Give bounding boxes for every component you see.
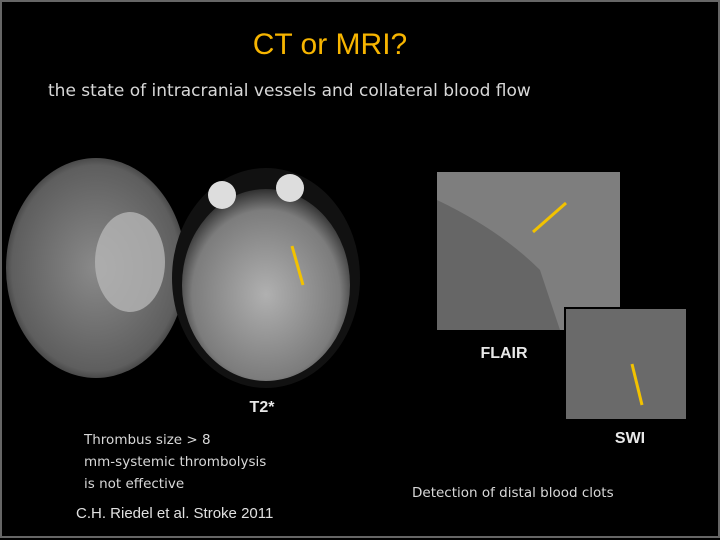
lesion: [95, 212, 165, 312]
t2-scan: [182, 189, 350, 381]
note-line: is not effective: [84, 476, 184, 492]
image-label: FLAIR: [480, 345, 528, 362]
image-label: SWI: [615, 430, 645, 447]
note-line: Thrombus size > 8: [83, 432, 211, 448]
right-note: Detection of distal blood clots: [412, 485, 614, 501]
arrow: [630, 363, 644, 406]
subtitle: the state of intracranial vessels and co…: [48, 81, 531, 101]
arrow: [290, 245, 305, 286]
title: CT or MRI?: [253, 28, 407, 61]
swi-image: [564, 307, 688, 421]
note-line: mm-systemic thrombolysis: [84, 454, 266, 470]
image-label: T2*: [250, 399, 276, 416]
shade: [437, 200, 560, 330]
eye: [208, 181, 236, 209]
arrow: [532, 201, 567, 234]
citation: C.H. Riedel et al. Stroke 2011: [76, 505, 273, 522]
eye: [276, 174, 304, 202]
